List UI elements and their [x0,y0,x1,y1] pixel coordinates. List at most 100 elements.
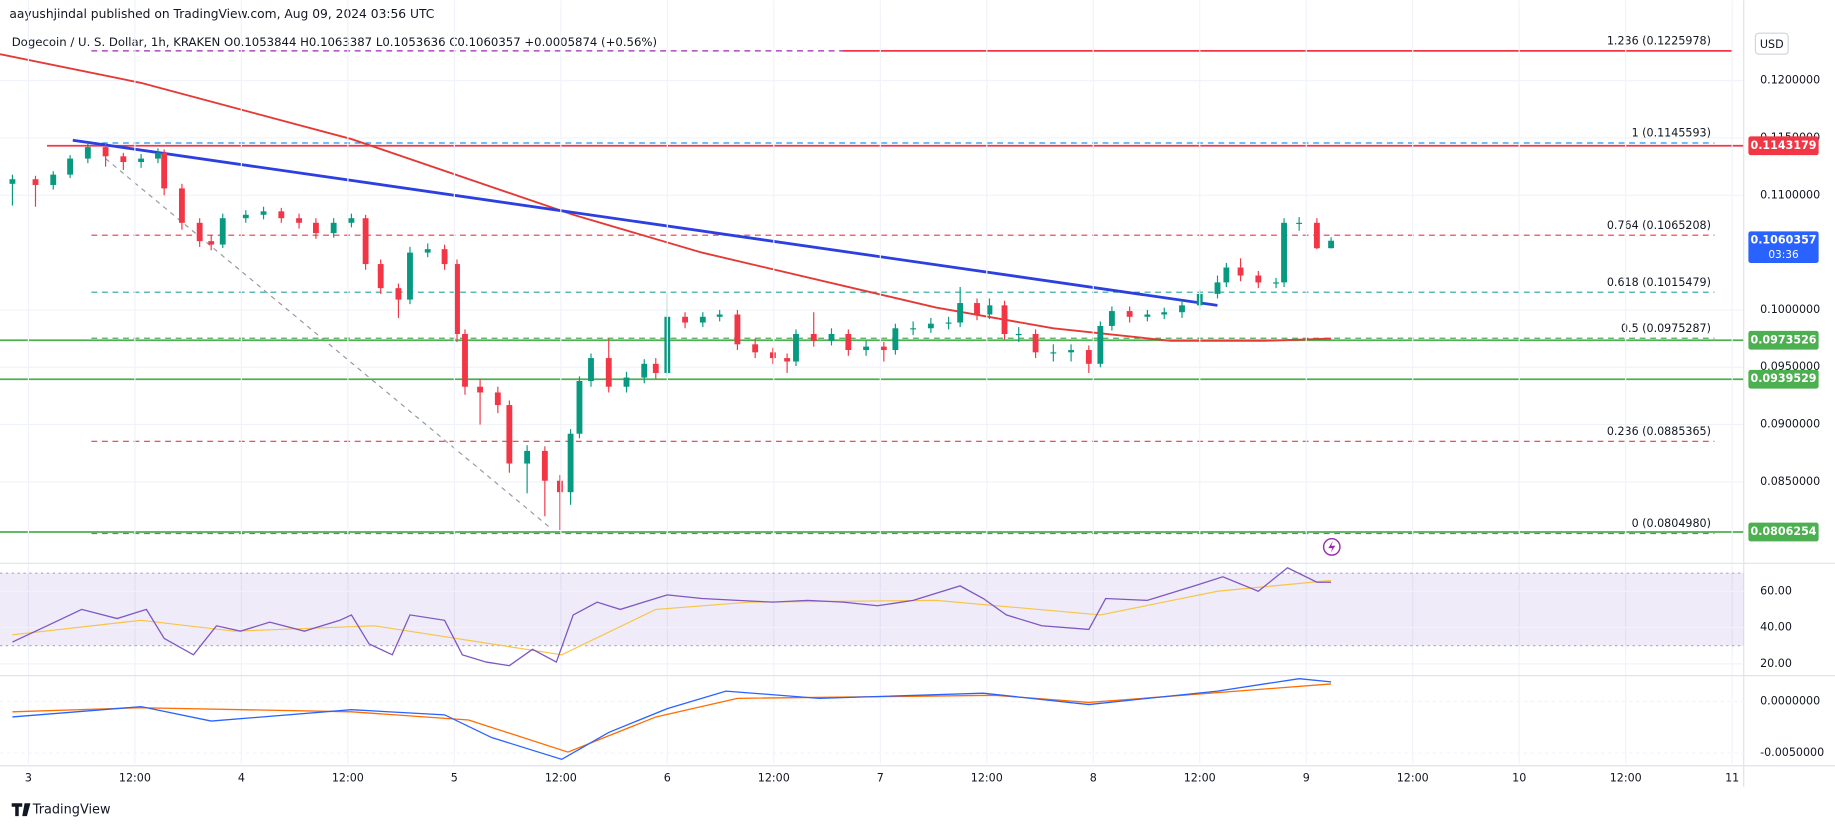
currency: USD [1760,38,1784,51]
candle-body [1328,240,1335,249]
y-tick-label: 40.00 [1760,621,1792,634]
candle-body [1050,352,1057,354]
fib-label: 0.618 (0.1015479) [1607,276,1711,289]
price-tag-label: 0.1060357 [1750,234,1816,247]
macd-line [12,678,1332,761]
trendline [72,138,1218,307]
price-tag [1748,369,1819,389]
candle-body [50,174,57,185]
candle-body [880,346,887,351]
x-tick-label: 6 [664,772,671,785]
candle-body [716,314,723,317]
price-tag [1748,231,1819,263]
y-tick-label: 0.0000000 [1760,694,1820,707]
candle-body [242,214,249,219]
candle-body [138,158,145,163]
y-tick-label: -0.0050000 [1760,746,1824,759]
candle-body [278,211,285,219]
candle-body [1179,305,1185,313]
x-tick-label: 4 [238,772,245,785]
candle-body [1296,222,1303,224]
candle-body [1223,267,1230,283]
candle-body [260,211,267,215]
price-tag-label: 0.0939529 [1750,372,1816,385]
moving-average [0,53,1332,342]
candle-body [652,363,659,373]
candle-body [208,241,215,245]
candle-body [986,305,993,315]
candle-body [1144,314,1151,317]
y-tick-label: 60.00 [1760,584,1792,597]
y-tick-label: 0.0900000 [1760,418,1820,431]
candle-body [752,344,759,353]
candle-body [945,322,952,324]
candle-body [1161,312,1168,315]
candle-body [557,480,563,493]
candle-body [588,358,594,381]
candle-body [910,328,917,330]
alert-bolt [1328,541,1336,553]
candle-body [1255,275,1262,283]
candle-body [102,147,109,157]
rsi-line [12,566,1332,667]
candle-body [395,288,402,300]
candle-body [524,450,531,464]
candle-body [1001,305,1008,334]
candle-body [576,380,583,434]
fib-label: 0 (0.0804980) [1632,517,1711,530]
main-pane: 1.236 (0.1225978) 1 (0.1145593) 0.764 (0.1… [0,34,1744,535]
x-tick-label: 9 [1303,772,1310,785]
candle-body [1237,267,1244,276]
candle-body [441,249,448,265]
x-tick-label: 12:00 [758,772,790,785]
candle-body [67,158,74,175]
y-tick-label: 0.1000000 [1760,303,1820,316]
candle-body [407,252,413,300]
candle-body [892,328,899,351]
candle-body [155,152,161,159]
currency-box[interactable] [1754,32,1789,55]
candle-body [296,218,302,223]
candle-body [927,323,934,329]
candle-body [32,179,39,185]
candle-body [9,179,16,184]
candle-body [424,249,431,253]
fib-label: 0.764 (0.1065208) [1607,219,1711,232]
candle-body [957,303,964,323]
candle-body [1281,222,1287,283]
candle-body [477,386,484,393]
candle-body [769,352,776,359]
candle-body [1068,350,1075,353]
x-tick-label: 12:00 [971,772,1003,785]
price-tag-label: 0.0806254 [1750,525,1816,538]
candle-body [623,377,630,387]
candle-body [1108,311,1115,326]
candle-body [84,147,91,159]
symbol-title: Dogecoin / U. S. Dollar, 1h, KRAKEN O0.1… [12,35,657,49]
price-tag [1748,330,1819,350]
candle-body [1273,282,1279,284]
x-tick-label: 12:00 [1610,772,1642,785]
countdown: 03:36 [1768,249,1799,261]
candle-body [178,188,185,223]
x-tick-label: 8 [1090,772,1097,785]
x-tick-label: 12:00 [545,772,577,785]
candle-body [605,358,612,387]
y-tick-label: 0.0850000 [1760,475,1820,488]
alert-icon[interactable] [1322,538,1341,556]
candle-body [312,222,319,234]
candle-body [196,222,203,242]
candle-body [161,152,168,189]
brand: TradingView [32,803,111,818]
candle-body [784,358,791,362]
rsi-ma [12,579,1332,656]
candle-body [863,346,870,351]
candle-body [1313,222,1320,249]
candle-body [348,218,355,223]
x-tick-label: 12:00 [1397,772,1429,785]
candle-body [734,314,741,345]
brand-logo [11,803,31,817]
